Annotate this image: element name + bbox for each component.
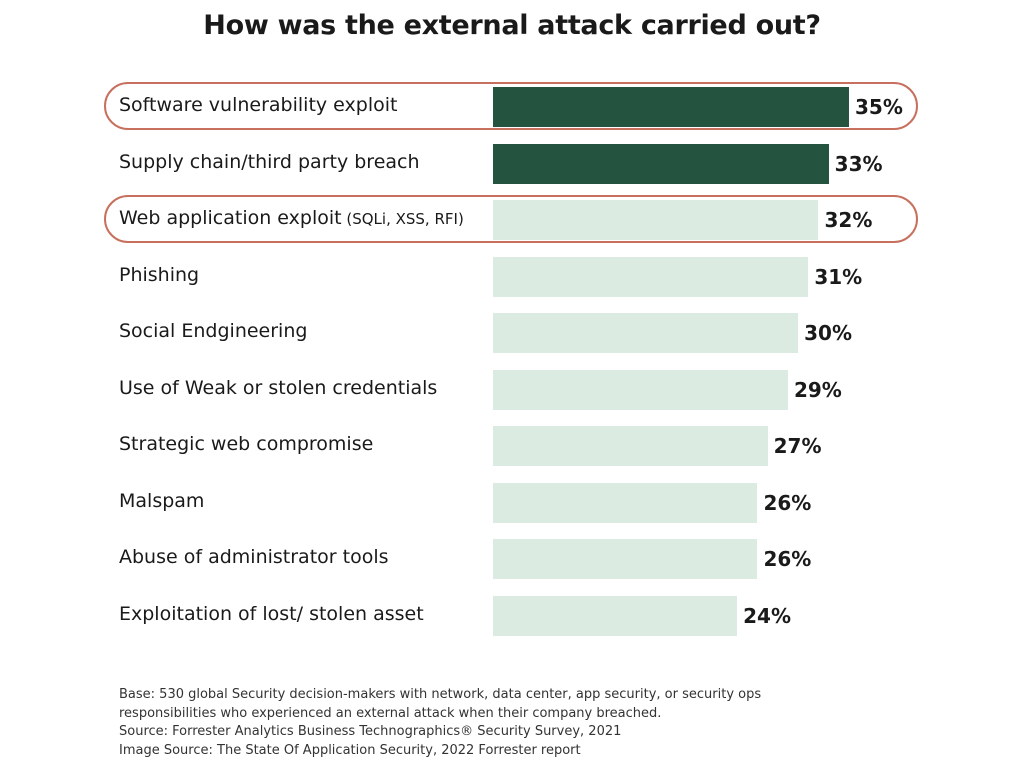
bar	[493, 200, 819, 240]
category-label: Use of Weak or stolen credentials	[119, 376, 438, 399]
bar-chart: Software vulnerability exploit 35% Supply …	[0, 82, 1024, 637]
bar-row: Abuse of administrator tools 26%	[0, 539, 1024, 580]
footnote-base: Base: 530 global Security decision-maker…	[119, 687, 762, 702]
value-label: 30%	[804, 321, 853, 345]
category-label: Social Endgineering	[119, 320, 308, 342]
value-label: 33%	[834, 151, 883, 176]
bar-row: Phishing 31%	[0, 256, 1024, 298]
bar	[493, 482, 758, 523]
bar-row: Malspam 26%	[0, 482, 1024, 524]
bar-row: Supply chain/third party breach 33%	[0, 143, 1024, 185]
bar-row: Social Endgineering 30%	[0, 313, 1024, 354]
chart-title: How was the external attack carried out?	[203, 10, 821, 41]
highlight-outline	[104, 82, 918, 130]
category-label: Software vulnerability exploit	[119, 94, 398, 116]
bar	[493, 539, 758, 579]
bar-row: Use of Weak or stolen credentials 29%	[0, 369, 1024, 411]
value-label: 35%	[855, 95, 903, 119]
bar	[493, 426, 768, 466]
value-label: 29%	[793, 377, 842, 402]
bar	[493, 313, 799, 353]
value-label: 24%	[743, 603, 791, 628]
footnote-image-source: Image Source: The State Of Application S…	[119, 742, 581, 758]
bar-row: Software vulnerability exploit 35%	[0, 87, 1024, 128]
bar	[493, 87, 849, 127]
value-label: 26%	[763, 490, 812, 515]
bar-row: Web application exploit (SQLi, XSS, RFI)…	[0, 200, 1024, 241]
category-label: Exploitation of lost/ stolen asset	[119, 602, 424, 625]
category-label: Strategic web compromise	[119, 433, 374, 455]
bar	[493, 256, 809, 297]
bar-row: Strategic web compromise 27%	[0, 426, 1024, 467]
bar	[493, 595, 738, 636]
category-label: Supply chain/third party breach	[119, 150, 420, 173]
value-label: 26%	[763, 547, 812, 571]
value-label: 27%	[773, 434, 822, 458]
category-note: (SQLi, XSS, RFI)	[341, 210, 464, 228]
bar-row: Exploitation of lost/ stolen asset 24%	[0, 595, 1024, 637]
bar	[493, 369, 788, 410]
bar	[493, 143, 829, 184]
value-label: 32%	[824, 208, 873, 232]
category-label: Web application exploit (SQLi, XSS, RFI)	[119, 207, 464, 229]
footnote-source: Source: Forrester Analytics Business Tec…	[119, 724, 622, 739]
category-label: Abuse of administrator tools	[119, 546, 389, 568]
highlight-outline	[104, 195, 918, 243]
value-label: 31%	[814, 264, 863, 289]
category-label: Malspam	[119, 489, 205, 512]
footnote-base-cont: responsibilities who experienced an exte…	[119, 705, 662, 721]
category-label: Phishing	[119, 263, 200, 286]
footnotes: Base: 530 global Security decision-maker…	[119, 686, 761, 760]
